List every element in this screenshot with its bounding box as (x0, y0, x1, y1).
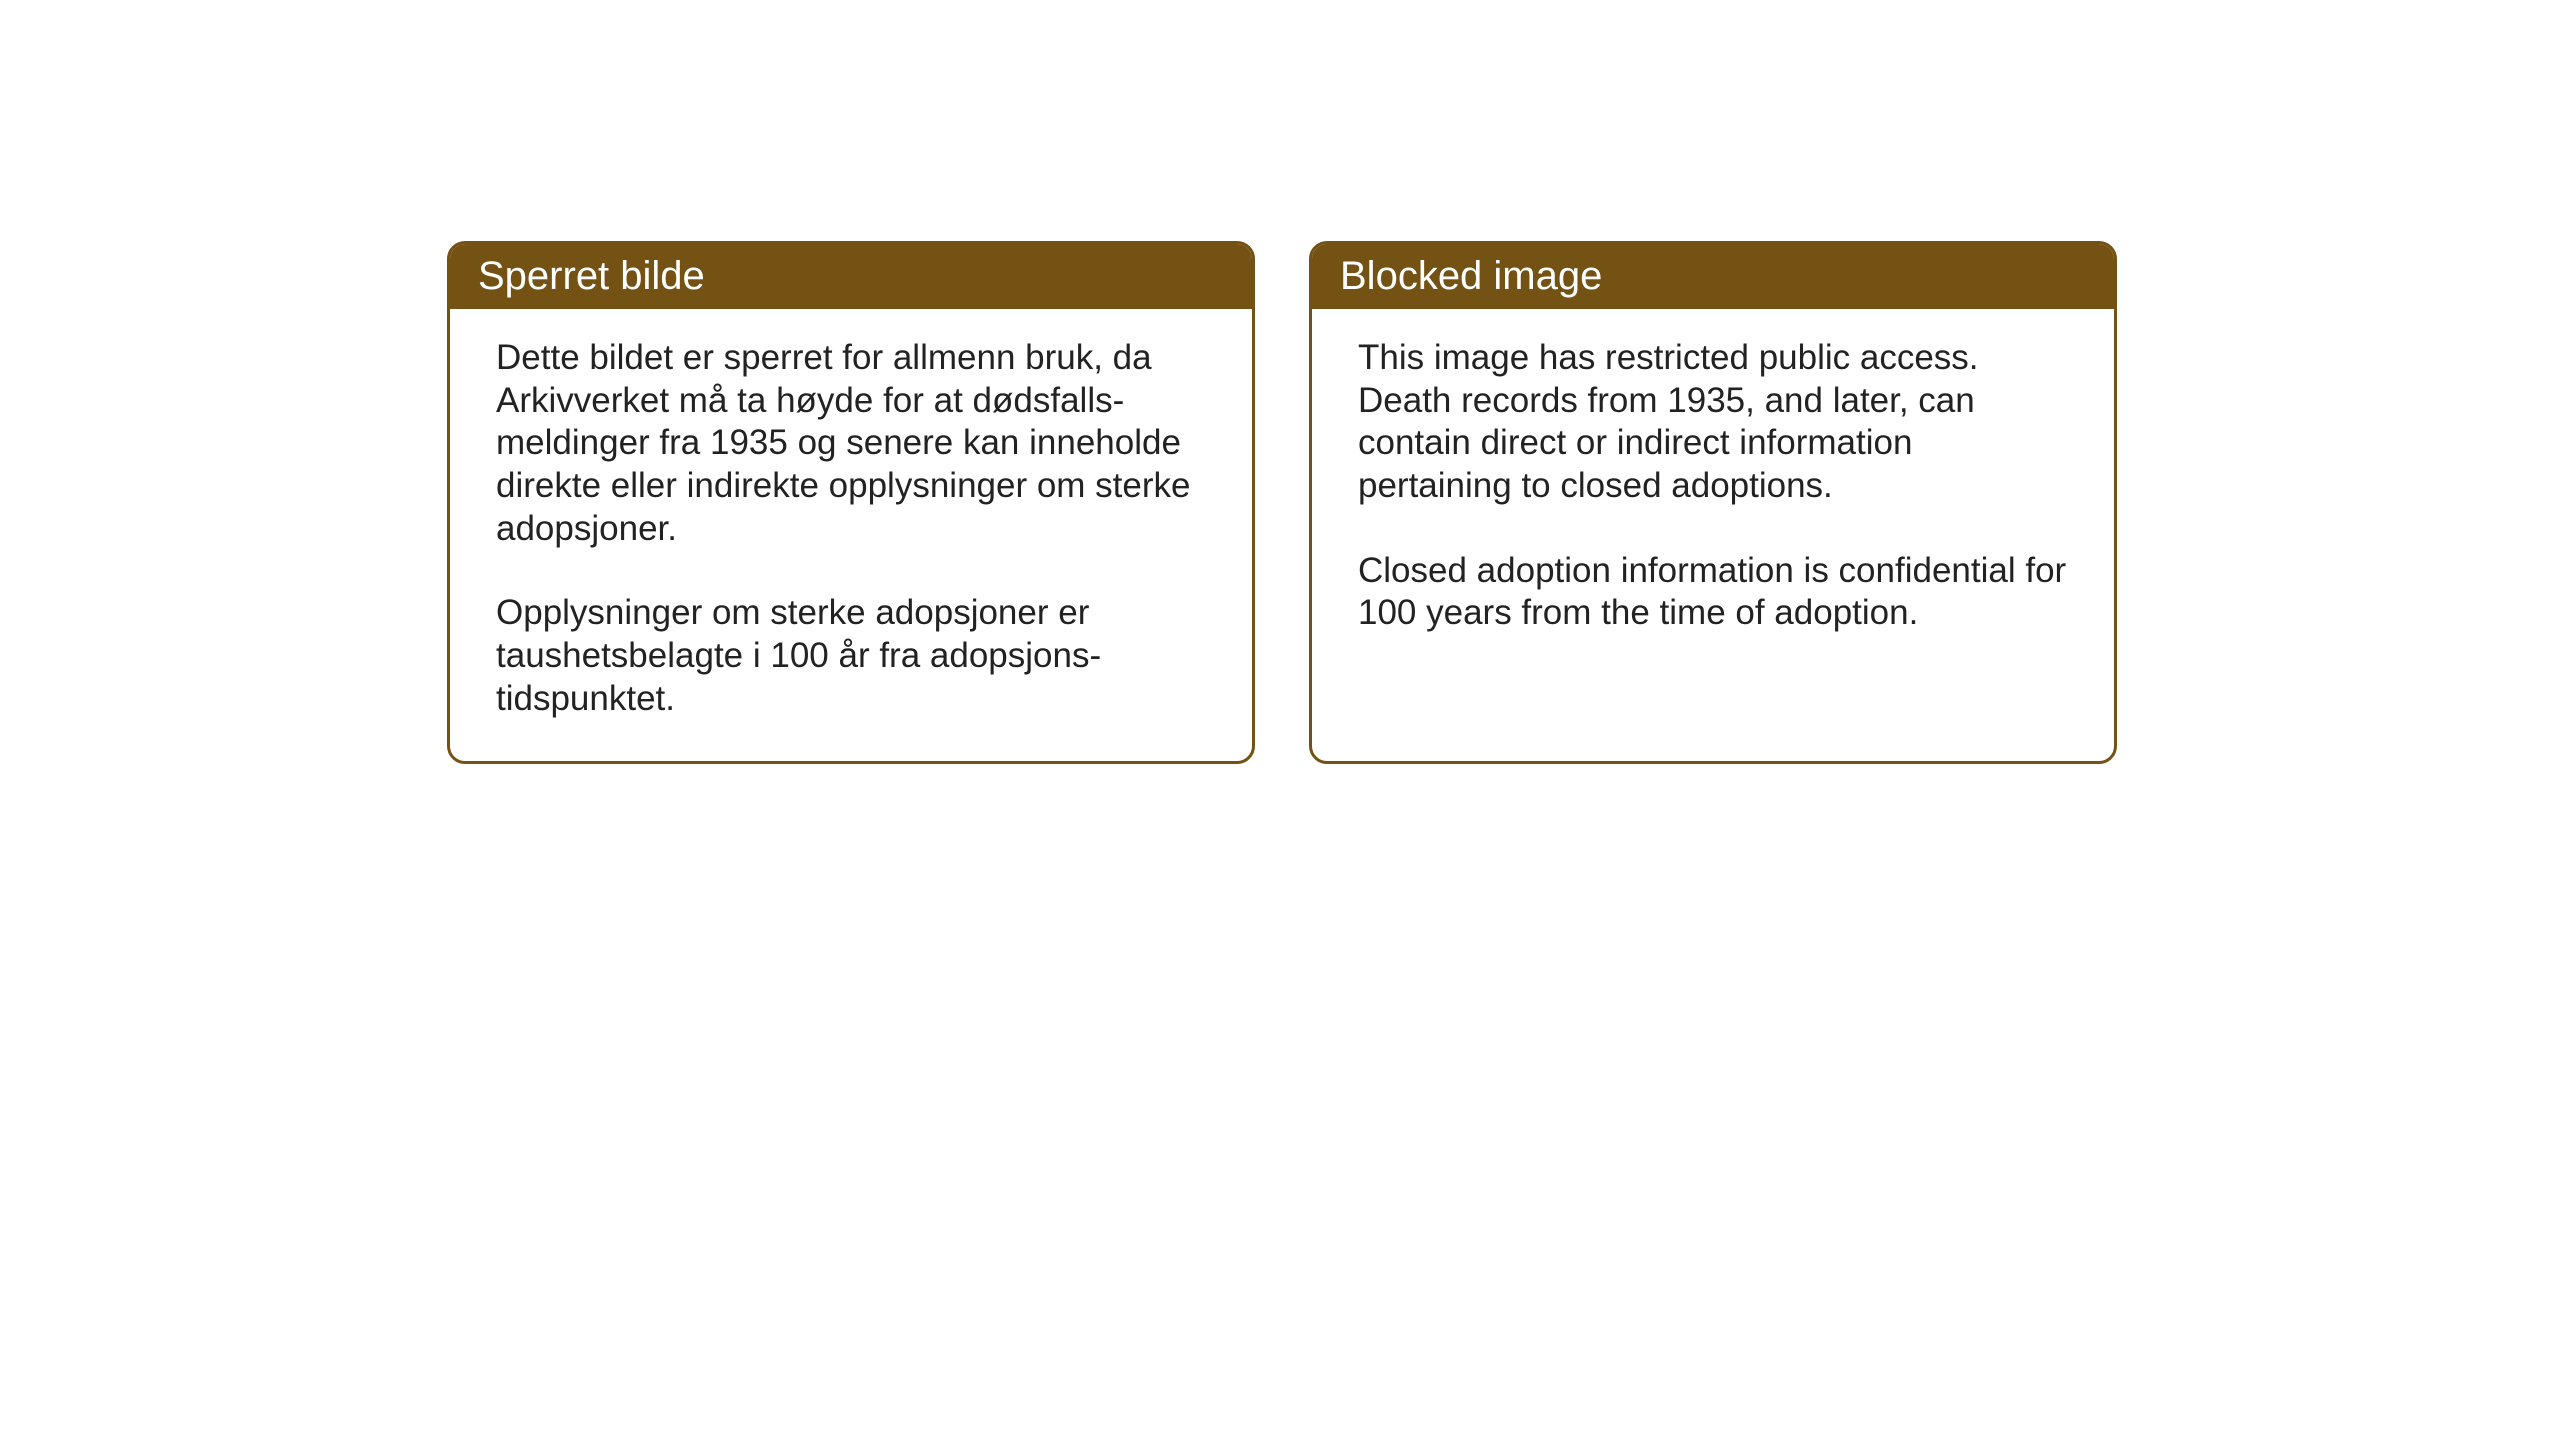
paragraph-norwegian-2: Opplysninger om sterke adopsjoner er tau… (496, 592, 1206, 720)
paragraph-norwegian-1: Dette bildet er sperret for allmenn bruk… (496, 337, 1206, 550)
paragraph-english-2: Closed adoption information is confident… (1358, 550, 2068, 635)
card-header-norwegian: Sperret bilde (450, 244, 1252, 309)
card-body-english: This image has restricted public access.… (1312, 309, 2114, 725)
notice-container: Sperret bilde Dette bildet er sperret fo… (0, 0, 2560, 764)
paragraph-english-1: This image has restricted public access.… (1358, 337, 2068, 508)
notice-card-norwegian: Sperret bilde Dette bildet er sperret fo… (447, 241, 1255, 764)
card-title-english: Blocked image (1340, 254, 1602, 298)
notice-card-english: Blocked image This image has restricted … (1309, 241, 2117, 764)
card-body-norwegian: Dette bildet er sperret for allmenn bruk… (450, 309, 1252, 761)
card-title-norwegian: Sperret bilde (478, 254, 705, 298)
card-header-english: Blocked image (1312, 244, 2114, 309)
